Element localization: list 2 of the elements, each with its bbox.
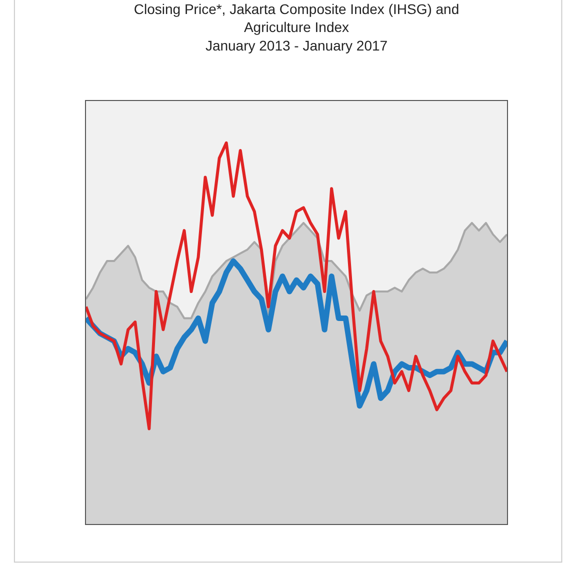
chart-title: Closing Price*, Jakarta Composite Index (IHSG) and Agriculture Index (134, 1, 460, 36)
chart-subtitle: January 2013 - January 2017 (205, 37, 388, 54)
